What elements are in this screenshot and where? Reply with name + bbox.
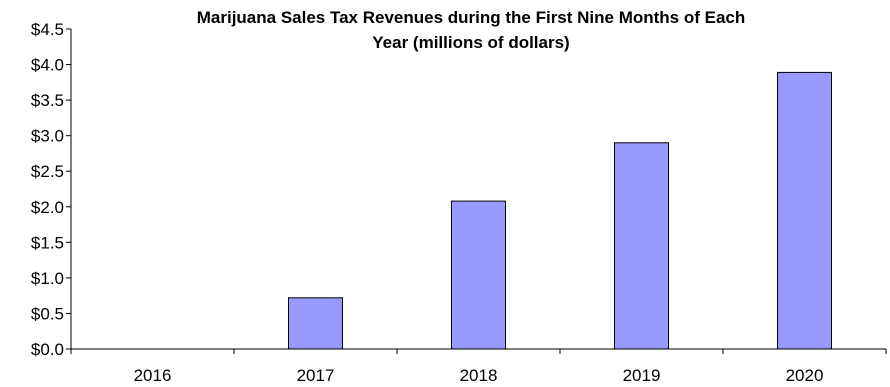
y-tick-label: $2.0 [31, 198, 64, 217]
bar-2020 [777, 71, 832, 350]
y-tick-label: $0.5 [31, 304, 64, 323]
x-tick-label-2017: 2017 [297, 366, 335, 385]
y-tick-label: $4.5 [31, 20, 64, 39]
y-axis-ticks: $0.0 $0.5 $1.0 $1.5 $2.0 $2.5 $3.0 $3.5 $4.0 $4.5 [31, 20, 71, 359]
x-tick-label-2016: 2016 [134, 366, 172, 385]
bar-2019 [614, 142, 669, 350]
chart-axes [70, 29, 886, 350]
x-tick-label-2019: 2019 [623, 366, 661, 385]
y-tick-label: $3.5 [31, 91, 64, 110]
bar-2017 [288, 297, 343, 350]
y-tick-label: $3.0 [31, 127, 64, 146]
y-tick-label: $4.0 [31, 56, 64, 75]
chart-title: Marijuana Sales Tax Revenues during the … [197, 8, 746, 52]
y-tick-label: $2.5 [31, 162, 64, 181]
y-tick-label: $1.5 [31, 233, 64, 252]
chart-title-line-1: Marijuana Sales Tax Revenues during the … [197, 8, 746, 27]
x-axis-ticks: 2016 2017 2018 2019 2020 [70, 349, 887, 385]
bar-2018 [451, 200, 506, 350]
x-tick-label-2020: 2020 [786, 366, 824, 385]
y-tick-label: $1.0 [31, 269, 64, 288]
chart-title-line-2: Year (millions of dollars) [372, 33, 569, 52]
bar-series [288, 71, 832, 350]
y-tick-label: $0.0 [31, 340, 64, 359]
x-tick-label-2018: 2018 [460, 366, 498, 385]
